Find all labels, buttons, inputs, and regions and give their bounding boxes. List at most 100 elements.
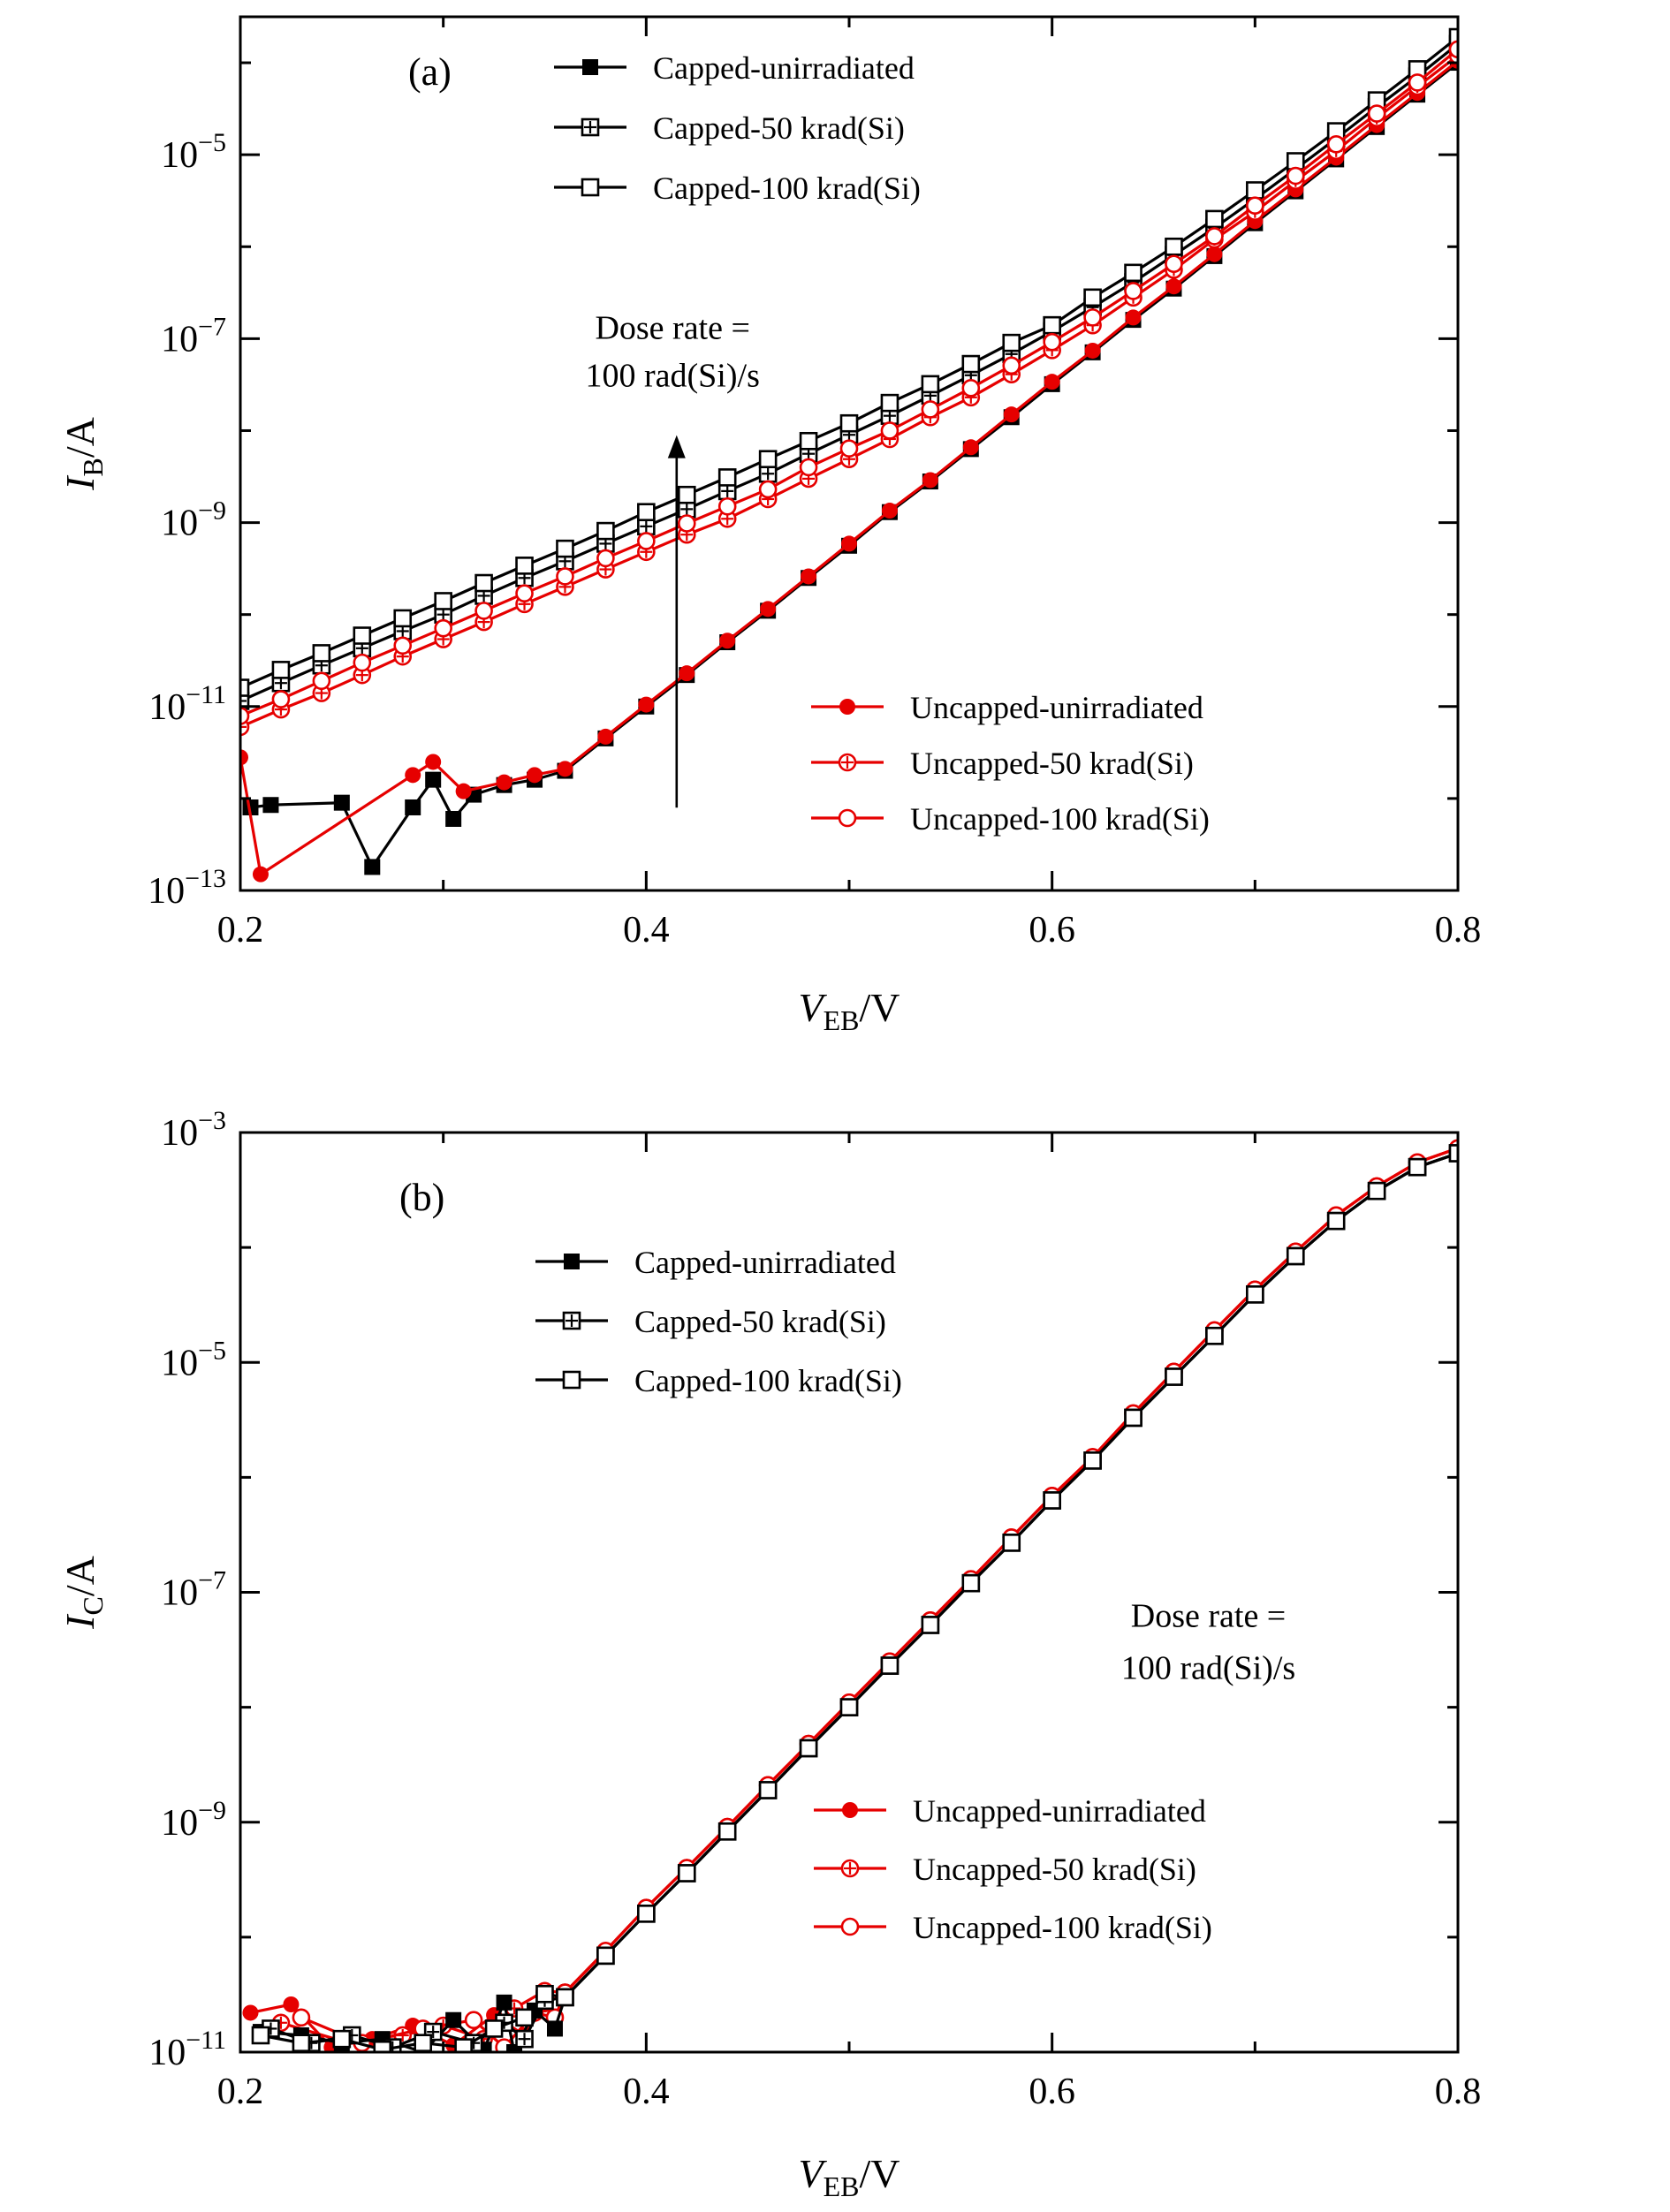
marker-circle-filled [597,728,614,745]
legend-uncapped: Uncapped-unirradiated Uncapped-50 krad(Si… [811,690,1210,837]
marker-circle-open [1083,308,1102,327]
panel-label: (a) [408,50,452,94]
marker-circle-filled [841,535,857,552]
x-tick-label: 0.2 [217,910,264,951]
marker-circle-open [1286,166,1305,186]
marker-circle-filled [719,633,736,649]
x-tick-label: 0.4 [623,2072,670,2112]
marker-circle-filled [557,761,573,777]
marker-square-open [839,1698,859,1716]
marker-circle-open [556,567,574,586]
legend-label: Capped-50 krad(Si) [653,110,905,146]
y-tick-label: 10−7 [161,312,226,360]
axes [239,1131,1460,2054]
marker-circle-open [880,421,900,440]
marker-circle-filled [638,696,655,713]
y-tick-label: 10−3 [161,1106,226,1154]
marker-circle-filled [455,783,472,799]
marker-square-filled [425,771,442,788]
marker-square-open [1286,1246,1305,1266]
marker-square-open [515,2008,534,2027]
panel-b-collector-current-chart: 0.2 0.4 0.6 0.8 10−11 10−9 10−7 10−5 10−3 VEB/V IC… [57,1106,1482,2202]
marker-square-open [921,1616,940,1634]
legend-item: Capped-100 krad(Si) [554,170,921,206]
marker-square-open [1043,1491,1061,1510]
marker-circle-open [1124,282,1142,300]
series-uncapped-50-krad-si- [240,46,1458,737]
marker-circle-open [840,1917,860,1936]
marker-circle-open [393,636,413,655]
marker-square-open [880,393,900,413]
marker-square-filled [445,2011,462,2028]
marker-square-open [1448,1144,1458,1163]
legend-label: Capped-100 krad(Si) [634,1363,902,1398]
marker-square-filled [364,859,381,875]
marker-square-open [1165,1367,1183,1386]
x-axis-title: VEB/V [799,985,900,1036]
marker-square-open [1083,1451,1102,1470]
marker-square-open [484,2019,504,2038]
series-capped-100-krad-si- [240,27,1458,697]
y-axis-title: IC/A [57,1556,109,1630]
legend-item: Uncapped-100 krad(Si) [811,801,1210,837]
marker-square-open [596,521,615,541]
marker-square-open [454,2038,473,2052]
marker-circle-open [271,690,291,708]
y-tick-label: 10−5 [161,1336,226,1383]
marker-circle-open [353,653,372,672]
x-axis-title: VEB/V [799,2151,900,2202]
marker-square-filled [262,797,279,814]
marker-square-open [799,431,818,451]
series-layer [242,1139,1458,2052]
marker-square-open [1205,209,1224,229]
marker-square-open [515,557,534,575]
marker-circle-open [240,707,250,725]
legend-capped: Capped-unirradiated Capped-50 krad(Si) Cap… [554,50,921,206]
marker-circle-filled [425,754,442,770]
marker-circle-filled [1084,342,1101,359]
marker-square-open [677,1864,696,1882]
marker-circle-open [1326,134,1346,154]
marker-square-open [312,644,331,663]
x-tick-label: 0.4 [623,910,670,951]
marker-square-open [1326,1211,1346,1231]
annotation-line: Dose rate = [1131,1598,1286,1635]
marker-circle-open [839,439,859,458]
series-line [240,54,1458,729]
marker-circle-open [637,532,656,550]
marker-square-open [353,626,372,645]
marker-circle-open [717,496,737,516]
marker-square-open [1205,1326,1224,1345]
legend-capped: Capped-unirradiated Capped-50 krad(Si) Cap… [535,1245,902,1398]
y-tick-label: 10−5 [161,128,226,176]
legend-item: Uncapped-100 krad(Si) [814,1910,1212,1945]
marker-circle-open [799,458,818,477]
marker-circle-open [1367,104,1386,123]
series-line [280,1147,1458,2043]
marker-square-open [839,413,859,433]
x-tick-label: 0.8 [1435,2072,1482,2112]
legend-uncapped: Uncapped-unirradiated Uncapped-50 krad(Si… [814,1793,1212,1945]
marker-circle-filled [881,503,898,519]
marker-square-open [393,609,413,628]
marker-circle-filled [496,774,512,791]
x-tick-label: 0.2 [217,2072,264,2112]
marker-square-open [677,485,696,504]
y-tick-label: 10−13 [148,864,226,912]
y-tick-label: 10−9 [161,496,226,544]
marker-square-open [1246,1285,1264,1304]
marker-circle-open [921,400,940,419]
series-layer [240,27,1458,883]
legend-label: Uncapped-unirradiated [913,1793,1206,1829]
marker-circle-open [1043,332,1061,352]
marker-square-open [758,1781,778,1799]
marker-circle-open [677,514,696,533]
marker-square-filled [445,810,462,827]
marker-square-open [1124,1408,1142,1428]
marker-circle-open [1205,227,1224,246]
marker-circle-filled [1206,246,1223,262]
legend-item: Capped-50 krad(Si) [535,1304,886,1339]
marker-circle-open [1002,356,1021,375]
dose-rate-annotation: Dose rate = 100 rad(Si)/s [1121,1598,1295,1687]
